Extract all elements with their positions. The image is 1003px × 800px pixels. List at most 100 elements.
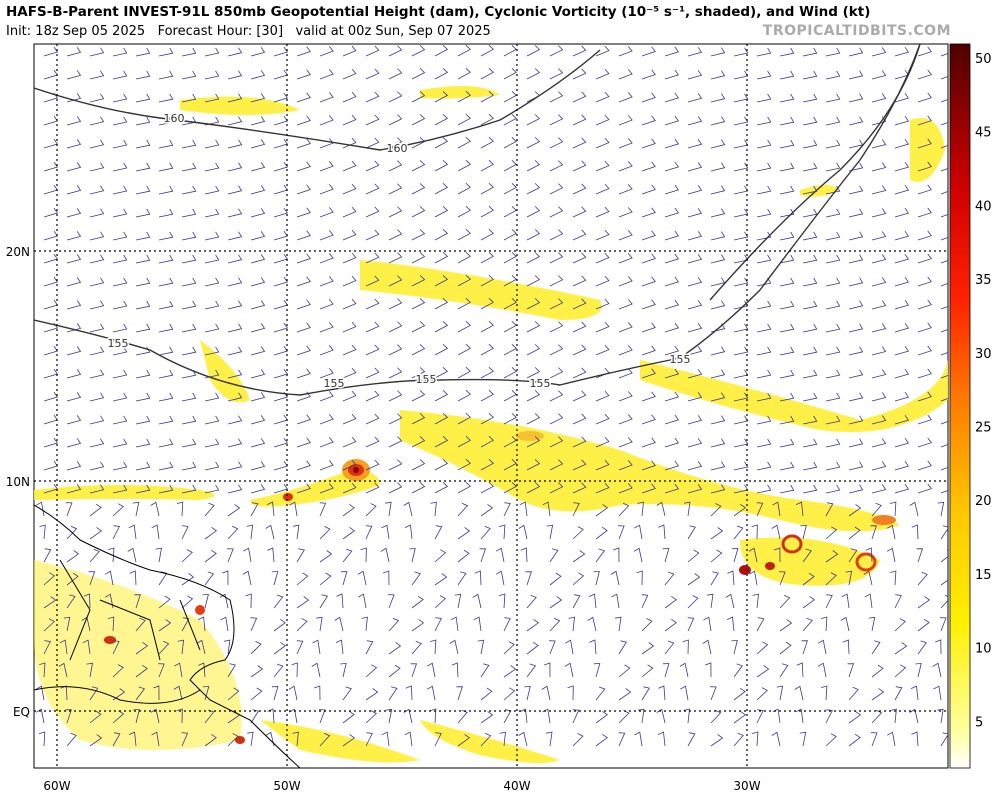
wind-barb [940,53,948,57]
wind-barb [204,47,220,57]
wind-barb [503,641,515,655]
wind-barb [434,390,449,402]
wind-barb [342,367,357,379]
wind-barb [611,593,620,609]
wind-barb [595,548,606,563]
wind-barb [342,252,357,264]
wind-barb [181,323,197,333]
wind-barb [503,45,517,57]
wind-barb [526,619,540,632]
wind-barb [756,162,772,172]
wind-barb [733,277,749,287]
wind-barb [296,184,311,195]
wind-barb [342,344,357,356]
colorbar-label: 35 [975,273,992,288]
wind-barb [365,45,380,57]
wind-barb [158,415,174,425]
lat-label: EQ [13,705,30,719]
wind-barb [342,734,356,747]
wind-barb [108,547,115,563]
lon-labels: 60W 50W 40W 30W [43,779,760,793]
wind-barb [227,162,243,172]
wind-barb [312,639,321,655]
wind-barb [204,162,220,172]
wind-barb [480,504,494,517]
wind-barb [410,663,418,678]
wind-barb [549,617,561,632]
wind-barb [526,137,541,149]
wind-barb [664,69,680,80]
wind-barb [871,688,885,701]
wind-barb [273,207,289,218]
wind-barb [365,436,380,448]
wind-barb [319,437,334,448]
wind-barb [227,733,239,747]
wind-barb [434,68,449,80]
wind-barb [871,162,887,172]
wind-barb [641,253,656,264]
wind-barb [526,298,541,310]
wind-barb [526,45,541,57]
wind-barb [411,619,425,632]
wind-barb [250,346,266,356]
wind-barb [825,208,841,218]
wind-barb [848,415,864,425]
wind-barb [871,323,887,333]
wind-barb [250,461,266,471]
wind-barb [365,321,380,333]
wind-barb [267,547,275,563]
wind-barb [495,547,505,563]
wind-barb [158,208,174,218]
wind-barb [132,501,140,517]
wind-barb [641,368,656,379]
wind-barb [940,444,948,448]
wind-barb [473,616,482,632]
wind-barb [112,323,128,333]
wind-barb [917,368,932,379]
wind-barb [388,137,403,149]
wind-barb [847,663,855,678]
wind-barb [687,162,703,172]
wind-barb [365,160,380,172]
wind-barb [457,366,471,379]
wind-barb [940,76,948,80]
wind-barb [181,415,197,425]
wind-barb [687,438,703,448]
wind-barb [871,369,887,379]
wind-barb [86,662,93,678]
wind-barb [549,137,564,149]
wind-barb [342,503,355,517]
wind-barb [245,593,252,609]
wind-barb [680,685,689,701]
wind-barb [825,116,841,126]
wind-barb [894,253,910,264]
wind-barb [296,276,311,287]
wind-barb [434,732,442,747]
wind-barb [526,482,541,494]
wind-barb [871,502,882,517]
wind-barb [503,344,517,356]
wind-barb [779,346,795,356]
wind-barb [39,662,46,678]
wind-barb [457,205,471,218]
wind-barb [227,139,243,149]
wind-barb [710,139,726,149]
wind-barb [150,708,160,724]
wind-barb [795,501,804,517]
wind-barb [868,616,876,632]
wind-barb [319,483,334,494]
wind-barb [542,501,551,517]
wind-barb [802,162,818,172]
wind-barb [825,93,841,103]
wind-barb [319,138,334,149]
wind-barb [66,346,82,356]
wind-barb [733,139,749,149]
wind-barb [89,527,103,540]
wind-barb [135,686,146,701]
wind-barb [365,252,380,264]
wind-barb [273,161,289,172]
wind-barb [595,459,610,471]
wind-barb [917,115,932,126]
wind-barb [503,617,511,632]
wind-barb [779,139,795,149]
